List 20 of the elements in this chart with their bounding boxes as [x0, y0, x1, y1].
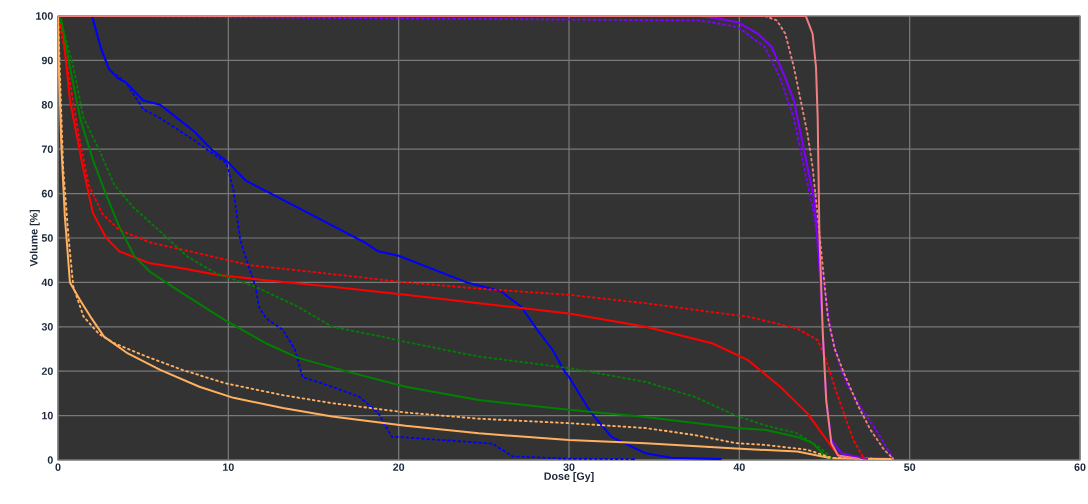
x-tick-label: 0 — [55, 463, 61, 471]
y-tick-label: 80 — [41, 101, 53, 109]
x-tick-label: 20 — [393, 463, 405, 471]
y-tick-label: 90 — [41, 56, 53, 65]
x-axis-title: Dose [Gy] — [544, 472, 594, 483]
x-tick-label: 40 — [733, 463, 745, 471]
y-tick-label: 20 — [41, 367, 53, 375]
y-tick-label: 30 — [41, 323, 53, 331]
x-tick-label: 60 — [1074, 463, 1086, 471]
y-tick-label: 40 — [41, 278, 53, 287]
y-tick-label: 10 — [42, 411, 53, 420]
x-tick-label: 50 — [904, 463, 916, 471]
y-tick-label: 50 — [41, 234, 53, 242]
x-tick-label: 30 — [563, 463, 575, 471]
y-axis-title: Volume [%] — [29, 209, 40, 267]
y-tick-label: 60 — [41, 189, 53, 198]
y-tick-label: 0 — [47, 456, 53, 464]
x-tick-label: 10 — [223, 463, 234, 471]
y-tick-label: 100 — [36, 12, 53, 20]
y-tick-label: 70 — [41, 145, 53, 153]
